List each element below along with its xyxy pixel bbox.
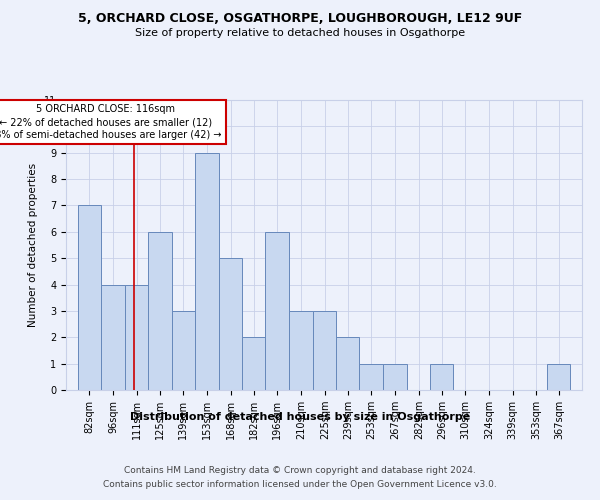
Text: 5, ORCHARD CLOSE, OSGATHORPE, LOUGHBOROUGH, LE12 9UF: 5, ORCHARD CLOSE, OSGATHORPE, LOUGHBOROU… [78,12,522,26]
Text: 5 ORCHARD CLOSE: 116sqm
← 22% of detached houses are smaller (12)
78% of semi-de: 5 ORCHARD CLOSE: 116sqm ← 22% of detache… [0,104,222,141]
Bar [265,232,289,390]
Bar [148,232,172,390]
Bar [547,364,571,390]
Bar [125,284,148,390]
Bar [101,284,125,390]
Text: Distribution of detached houses by size in Osgathorpe: Distribution of detached houses by size … [130,412,470,422]
Bar [313,311,337,390]
Bar [337,338,359,390]
Bar [383,364,407,390]
Bar [242,338,265,390]
Bar [289,311,313,390]
Bar [194,152,220,390]
Bar [172,311,194,390]
Bar [220,258,242,390]
Bar [430,364,454,390]
Text: Contains public sector information licensed under the Open Government Licence v3: Contains public sector information licen… [103,480,497,489]
Bar [359,364,383,390]
Text: Size of property relative to detached houses in Osgathorpe: Size of property relative to detached ho… [135,28,465,38]
Y-axis label: Number of detached properties: Number of detached properties [28,163,38,327]
Text: Contains HM Land Registry data © Crown copyright and database right 2024.: Contains HM Land Registry data © Crown c… [124,466,476,475]
Bar [77,206,101,390]
